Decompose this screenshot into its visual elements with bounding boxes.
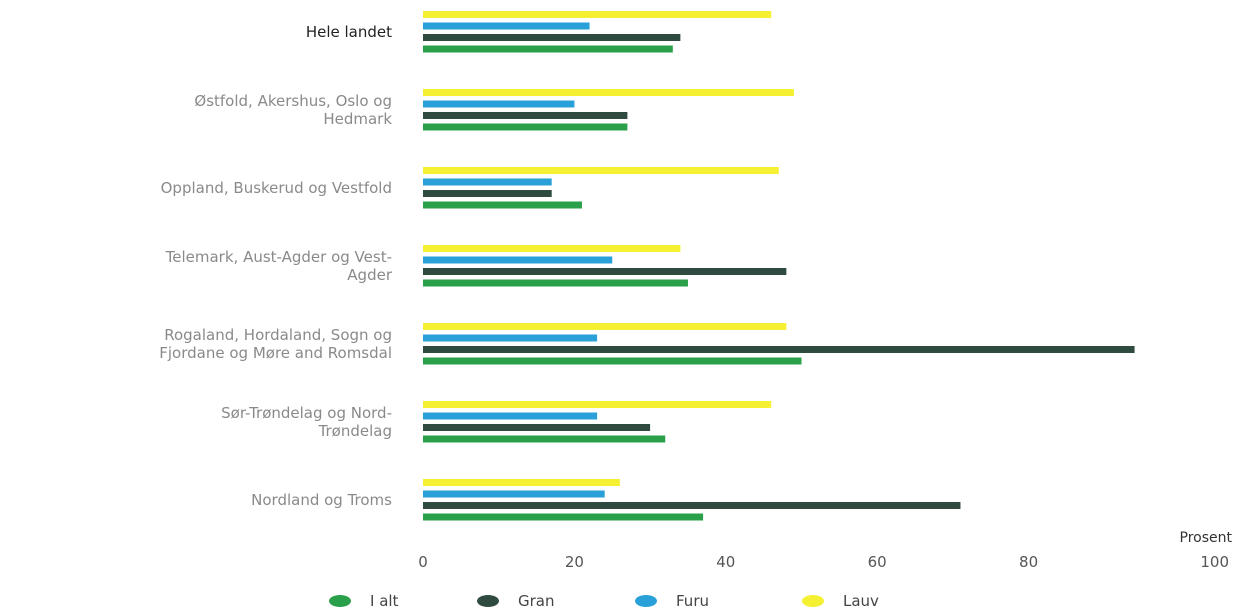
bar-i-alt-5 (423, 436, 665, 443)
category-labels: Hele landet Østfold, Akershus, Oslo og Hed… (159, 23, 393, 509)
tick-label-0: 0 (418, 553, 428, 571)
category-label-line: Agder (347, 266, 393, 284)
bar-furu-1 (423, 101, 574, 108)
legend-label-i-alt: I alt (370, 592, 399, 610)
category-label-line: Hedmark (323, 110, 392, 128)
bar-gran-0 (423, 34, 680, 41)
category-label-3: Telemark, Aust-Agder og Vest-Agder (165, 248, 393, 284)
x-axis-ticks: 0 20 40 60 80 100 (418, 553, 1229, 571)
bars-group (423, 11, 1135, 521)
bar-furu-5 (423, 413, 597, 420)
category-label-line: Østfold, Akershus, Oslo og (194, 92, 392, 110)
category-label-line: Rogaland, Hordaland, Sogn og (164, 326, 392, 344)
category-label-2: Oppland, Buskerud og Vestfold (161, 179, 392, 197)
category-label-1: Østfold, Akershus, Oslo og Hedmark (194, 92, 392, 128)
category-label-6: Nordland og Troms (251, 491, 392, 509)
category-label-line: Oppland, Buskerud og Vestfold (161, 179, 392, 197)
legend-swatch-lauv (802, 595, 824, 607)
x-axis-unit-label: Prosent (1180, 530, 1233, 546)
category-label-0: Hele landet (306, 23, 392, 41)
bar-gran-2 (423, 190, 552, 197)
legend-swatch-i-alt (329, 595, 351, 607)
legend-swatch-furu (635, 595, 657, 607)
bar-i-alt-2 (423, 202, 582, 209)
category-label-line: Fjordane og Møre and Romsdal (159, 344, 392, 362)
bar-i-alt-0 (423, 46, 673, 53)
bar-i-alt-6 (423, 514, 703, 521)
legend: I alt Gran Furu Lauv (329, 592, 879, 610)
bar-furu-4 (423, 335, 597, 342)
bar-lauv-5 (423, 401, 771, 408)
category-label-line: Sør-Trøndelag og Nord- (221, 404, 392, 422)
bar-furu-3 (423, 257, 612, 264)
legend-label-furu: Furu (676, 592, 709, 610)
bar-lauv-3 (423, 245, 680, 252)
category-label-line: Telemark, Aust-Agder og Vest- (165, 248, 392, 266)
legend-swatch-gran (477, 595, 499, 607)
category-label-line: Nordland og Troms (251, 491, 392, 509)
tick-label-60: 60 (868, 553, 887, 571)
legend-label-gran: Gran (518, 592, 555, 610)
bar-lauv-2 (423, 167, 779, 174)
bar-gran-6 (423, 502, 960, 509)
bar-gran-4 (423, 346, 1135, 353)
bar-lauv-6 (423, 479, 620, 486)
tick-label-100: 100 (1200, 553, 1229, 571)
tick-label-40: 40 (716, 553, 735, 571)
bar-i-alt-3 (423, 280, 688, 287)
bar-lauv-4 (423, 323, 786, 330)
category-label-4: Rogaland, Hordaland, Sogn og Fjordane og … (159, 326, 392, 362)
bar-gran-1 (423, 112, 627, 119)
bar-furu-2 (423, 179, 552, 186)
bar-gran-5 (423, 424, 650, 431)
bar-furu-6 (423, 491, 605, 498)
bar-i-alt-1 (423, 124, 627, 131)
legend-label-lauv: Lauv (843, 592, 879, 610)
category-label-line: Trøndelag (318, 422, 392, 440)
bar-lauv-1 (423, 89, 794, 96)
bar-lauv-0 (423, 11, 771, 18)
bar-furu-0 (423, 23, 590, 30)
tick-label-80: 80 (1019, 553, 1038, 571)
bar-gran-3 (423, 268, 786, 275)
tick-label-20: 20 (565, 553, 584, 571)
category-label-5: Sør-Trøndelag og Nord-Trøndelag (221, 404, 392, 440)
bar-i-alt-4 (423, 358, 802, 365)
category-label-line: Hele landet (306, 23, 392, 41)
